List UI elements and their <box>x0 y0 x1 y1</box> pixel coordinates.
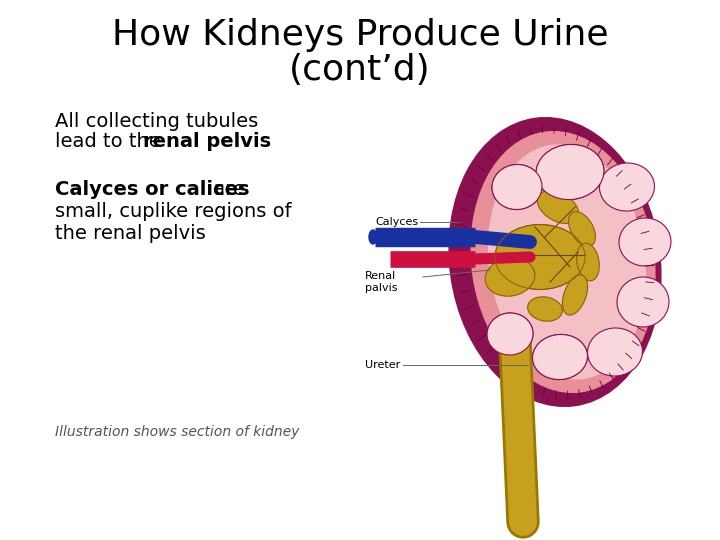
Ellipse shape <box>533 334 588 380</box>
Ellipse shape <box>536 144 604 200</box>
Text: renal pelvis: renal pelvis <box>143 132 271 151</box>
Text: Calyces or calices: Calyces or calices <box>55 180 250 199</box>
Ellipse shape <box>485 258 535 296</box>
Ellipse shape <box>492 165 542 210</box>
Ellipse shape <box>569 212 595 246</box>
Ellipse shape <box>577 243 599 281</box>
Ellipse shape <box>600 163 654 211</box>
Ellipse shape <box>471 132 655 393</box>
Ellipse shape <box>492 165 542 210</box>
Text: Ureter: Ureter <box>365 360 400 370</box>
Ellipse shape <box>449 118 661 406</box>
Text: are: are <box>207 180 245 199</box>
Ellipse shape <box>533 334 588 380</box>
Ellipse shape <box>369 230 377 244</box>
Ellipse shape <box>619 218 671 266</box>
Text: Renal
palvis: Renal palvis <box>365 271 397 293</box>
Ellipse shape <box>489 145 645 379</box>
Ellipse shape <box>537 191 579 224</box>
Text: Calyces: Calyces <box>375 217 418 227</box>
Text: All collecting tubules: All collecting tubules <box>55 112 258 131</box>
Ellipse shape <box>487 313 533 355</box>
Ellipse shape <box>562 275 588 315</box>
Text: Illustration shows section of kidney: Illustration shows section of kidney <box>55 425 300 439</box>
Ellipse shape <box>487 313 533 355</box>
Ellipse shape <box>588 328 642 376</box>
Text: the renal pelvis: the renal pelvis <box>55 224 206 243</box>
Ellipse shape <box>528 297 562 321</box>
Ellipse shape <box>495 225 585 289</box>
Text: (cont’d): (cont’d) <box>289 53 431 87</box>
Text: small, cuplike regions of: small, cuplike regions of <box>55 202 292 221</box>
Text: lead to the: lead to the <box>55 132 167 151</box>
Ellipse shape <box>536 144 604 200</box>
Text: How Kidneys Produce Urine: How Kidneys Produce Urine <box>112 18 608 52</box>
Ellipse shape <box>617 277 669 327</box>
